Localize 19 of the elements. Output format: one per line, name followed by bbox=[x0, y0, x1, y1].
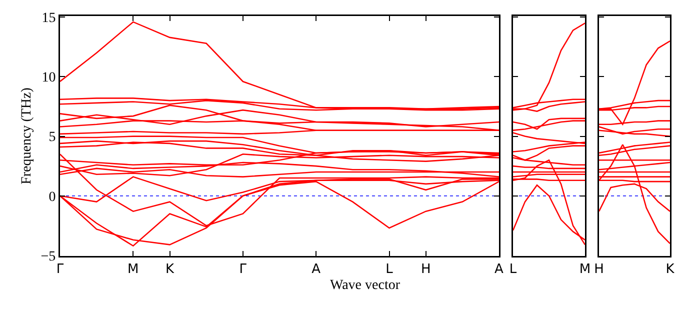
x-axis-title: Wave vector bbox=[329, 278, 401, 294]
y-tick-label: 15 bbox=[42, 11, 56, 26]
x-tick-label: M bbox=[128, 262, 139, 278]
x-tick-label: A bbox=[494, 262, 504, 278]
y-tick-label: 5 bbox=[48, 130, 56, 146]
x-tick-label: L bbox=[386, 262, 394, 278]
x-tick-label: A bbox=[312, 262, 321, 278]
x-tick-label: H bbox=[420, 262, 431, 278]
x-tick-label: H bbox=[594, 262, 604, 278]
x-tick-label: K bbox=[666, 262, 675, 278]
x-tick-label: K bbox=[165, 262, 174, 278]
y-axis-title: Frequency (THz) bbox=[20, 87, 35, 184]
y-tick-label: 0 bbox=[48, 190, 56, 205]
x-tick-label: Γ bbox=[239, 262, 248, 278]
x-tick-label: Γ bbox=[56, 262, 64, 278]
y-tick-label: −5 bbox=[40, 249, 56, 264]
x-tick-label: M bbox=[579, 262, 591, 278]
x-tick-label: L bbox=[509, 262, 518, 278]
y-tick-label: 10 bbox=[42, 70, 56, 86]
